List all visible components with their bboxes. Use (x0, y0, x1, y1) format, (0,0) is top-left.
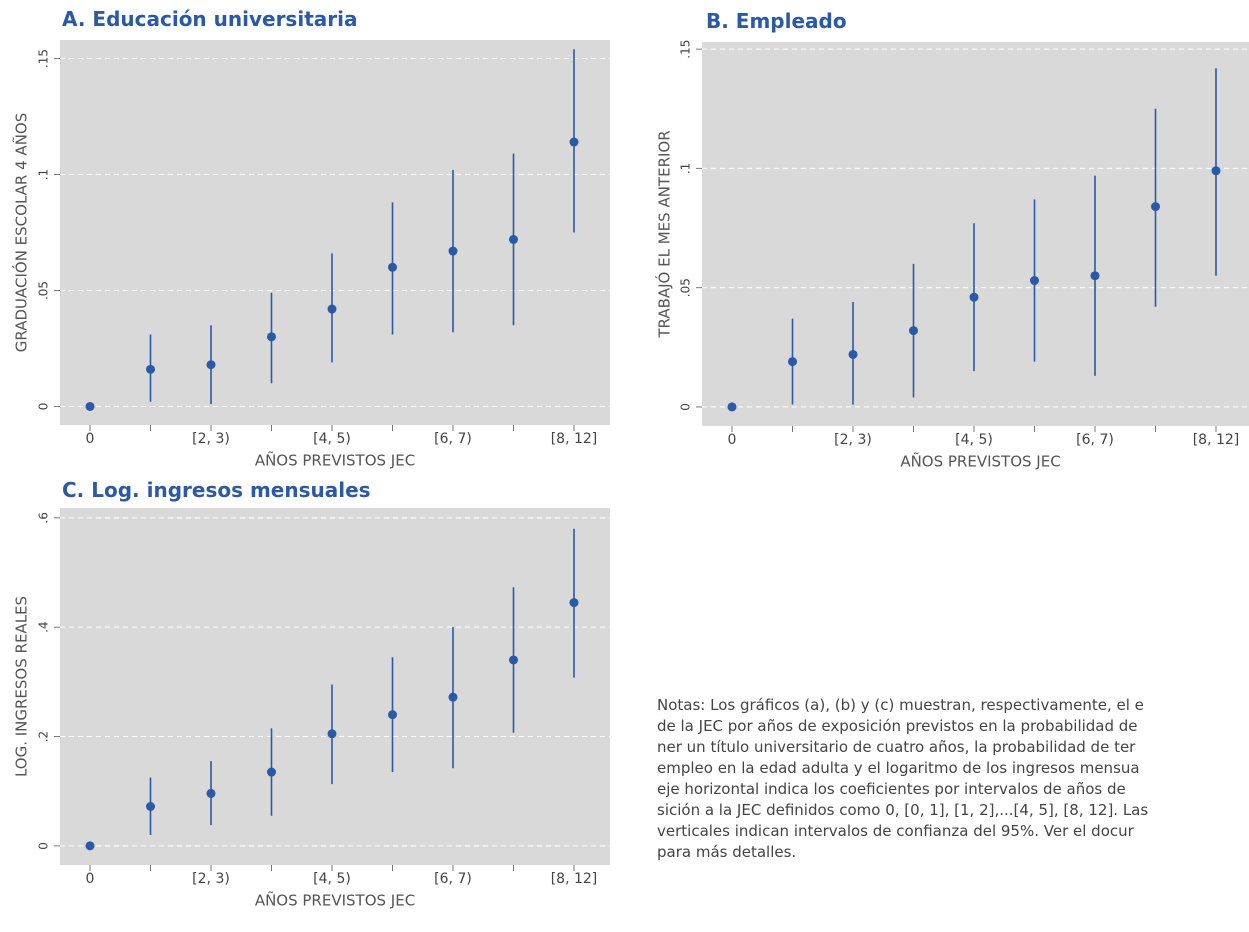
x-axis-title: AÑOS PREVISTOS JEC (255, 451, 415, 470)
point (969, 292, 979, 302)
plot-area (60, 508, 610, 865)
point (569, 598, 579, 608)
point (85, 401, 95, 411)
note-line: Notas: Los gráficos (a), (b) y (c) muest… (657, 696, 1144, 714)
chart-title: C. Log. ingresos mensuales (62, 478, 371, 502)
point (267, 332, 276, 342)
x-tick-label: [6, 7) (434, 871, 472, 887)
y-axis-title: LOG. INGRESOS REALES (13, 596, 31, 777)
point (327, 729, 337, 739)
point (1211, 166, 1221, 176)
note-line: eje horizontal indica los coeficientes p… (657, 780, 1126, 798)
note-line: verticales indican intervalos de confian… (657, 822, 1134, 840)
y-tick-label: .1 (37, 169, 51, 180)
x-tick-label: [6, 7) (1076, 432, 1114, 448)
x-tick-label: [8, 12] (551, 431, 598, 447)
chart-title: A. Educación universitaria (62, 7, 357, 31)
x-axis-title: AÑOS PREVISTOS JEC (255, 891, 415, 910)
point (509, 655, 518, 665)
x-tick-label: 0 (86, 431, 95, 447)
y-tick-label: .1 (679, 163, 693, 174)
y-tick-label: .4 (37, 621, 51, 632)
point (1030, 276, 1039, 286)
x-tick-label: [2, 3) (192, 431, 230, 447)
point (267, 767, 276, 777)
y-tick-label: .05 (37, 281, 51, 300)
point (1151, 202, 1160, 212)
chart-title: B. Empleado (706, 9, 847, 33)
note-line: sición a la JEC definidos como 0, [0, 1]… (657, 801, 1149, 819)
point (85, 841, 95, 851)
x-tick-label: [6, 7) (434, 431, 472, 447)
note-line: de la JEC por años de exposición previst… (657, 717, 1138, 735)
point (146, 364, 155, 374)
point (569, 137, 579, 147)
point (788, 357, 797, 367)
x-tick-label: [2, 3) (834, 432, 872, 448)
y-tick-label: .2 (37, 731, 51, 742)
y-tick-label: .15 (37, 49, 51, 68)
x-tick-label: [8, 12] (1193, 432, 1240, 448)
point (388, 262, 397, 272)
note-line: empleo en la edad adulta y el logaritmo … (657, 759, 1140, 777)
point (848, 349, 858, 359)
point (327, 304, 337, 314)
note-line: ner un título universitario de cuatro añ… (657, 738, 1136, 756)
y-tick-label: 0 (37, 842, 51, 850)
point (727, 402, 737, 412)
point (206, 360, 216, 370)
y-tick-label: 0 (679, 403, 693, 411)
x-tick-label: 0 (86, 871, 95, 887)
x-tick-label: [8, 12] (551, 871, 598, 887)
y-axis-title: TRABAJÓ EL MES ANTERIOR (655, 130, 674, 338)
x-tick-label: [4, 5) (955, 432, 993, 448)
point (448, 692, 458, 702)
y-tick-label: .15 (679, 40, 693, 59)
x-tick-label: [4, 5) (313, 871, 351, 887)
y-axis-title: GRADUACIÓN ESCOLAR 4 AÑOS (12, 113, 31, 352)
y-tick-label: .05 (679, 278, 693, 297)
plot-area (702, 42, 1249, 426)
x-tick-label: [2, 3) (192, 871, 230, 887)
plot-area (60, 40, 610, 425)
note: Notas: Los gráficos (a), (b) y (c) muest… (657, 695, 1249, 863)
point (1090, 271, 1100, 281)
point (909, 326, 918, 336)
y-tick-label: .6 (37, 512, 51, 523)
x-tick-label: 0 (728, 432, 737, 448)
x-axis-title: AÑOS PREVISTOS JEC (900, 452, 1060, 471)
y-tick-label: 0 (37, 403, 51, 411)
point (206, 788, 216, 798)
point (388, 710, 397, 720)
point (448, 246, 458, 256)
note-line: para más detalles. (657, 843, 797, 861)
x-tick-label: [4, 5) (313, 431, 351, 447)
point (146, 802, 155, 812)
point (509, 234, 518, 244)
